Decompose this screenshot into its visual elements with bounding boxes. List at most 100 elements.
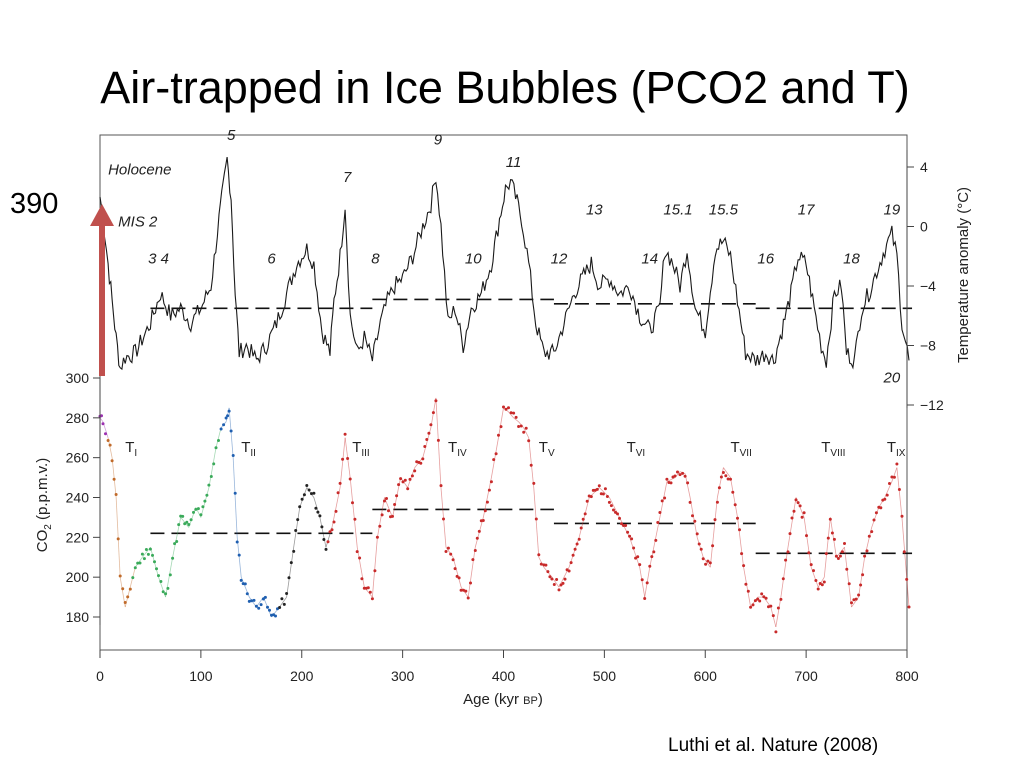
co2-point <box>494 452 498 456</box>
co2-point <box>164 592 168 596</box>
co2-point <box>159 580 163 583</box>
mis-label-17: 17 <box>798 202 815 219</box>
co2-point <box>233 491 237 495</box>
co2-point <box>466 596 470 600</box>
co2-point <box>836 557 840 560</box>
co2-point <box>504 407 508 411</box>
x-tick-label-800: 800 <box>895 668 919 684</box>
co2-point <box>607 500 611 504</box>
co2-point <box>704 562 708 566</box>
co2-point <box>524 426 528 430</box>
co2-point <box>784 558 788 562</box>
co2-point <box>557 588 561 592</box>
co2-point <box>453 567 457 571</box>
temp-tick-label-4: −12 <box>920 397 944 413</box>
co2-point <box>658 511 662 514</box>
co2-segment-94 <box>723 467 731 478</box>
co2-point <box>622 524 625 527</box>
co2-point <box>338 481 342 485</box>
termination-sub: IV <box>457 448 467 459</box>
co2-point <box>695 532 699 536</box>
co2-point <box>320 525 324 529</box>
co2-segment-30 <box>279 596 287 608</box>
termination-i: TI <box>125 439 137 459</box>
co2-segment-114 <box>858 557 866 598</box>
co2-point <box>231 454 235 457</box>
mis-label-8: 8 <box>371 251 380 268</box>
co2-point <box>360 577 364 581</box>
co2-point <box>838 554 842 558</box>
co2-point <box>235 540 239 544</box>
co2-point <box>616 512 619 516</box>
co2-point <box>399 477 403 481</box>
co2-segment-96 <box>737 517 744 568</box>
co2-point <box>561 581 565 585</box>
co2-segment-80 <box>629 537 641 568</box>
co2-segment-97 <box>743 567 752 608</box>
co2-point <box>341 457 345 461</box>
co2-axis-title-rest: (p.p.m.v.) <box>34 458 51 524</box>
co2-point <box>579 526 583 530</box>
co2-segment-121 <box>901 517 910 608</box>
co2-point <box>843 542 846 545</box>
co2-point <box>110 459 114 463</box>
co2-point <box>888 482 891 485</box>
x-axis-title-main: Age (kyr <box>463 691 523 708</box>
co2-point <box>243 582 247 586</box>
co2-point <box>294 529 298 532</box>
temp-axis-title: Temperature anomaly (°C) <box>955 187 972 363</box>
co2-point <box>161 590 165 594</box>
co2-point <box>205 493 209 497</box>
x-axis-title: Age (kyr BP) <box>463 691 543 708</box>
co2-390-label: 390 <box>10 188 59 220</box>
co2-axis-title: CO2 (p.p.m.v.) <box>34 458 54 552</box>
co2-point <box>429 423 433 427</box>
co2-point <box>544 563 548 567</box>
co2-point <box>678 473 682 477</box>
co2-point <box>194 507 198 511</box>
co2-point <box>318 514 322 518</box>
co2-point <box>366 586 370 590</box>
co2-point <box>628 534 632 538</box>
co2-point <box>731 490 735 494</box>
co2-segment-57 <box>460 586 469 598</box>
co2-point <box>383 499 386 503</box>
co2-point <box>522 430 526 434</box>
co2-point <box>814 579 818 582</box>
temperature-mean-lines <box>150 298 913 310</box>
x-tick-label-500: 500 <box>593 668 617 684</box>
co2-point <box>250 599 254 603</box>
co2-segment-58 <box>467 547 476 598</box>
co2-point <box>322 538 326 541</box>
co2-point <box>189 518 193 522</box>
co2-point <box>336 491 340 495</box>
co2-point <box>711 544 715 548</box>
annotations: 5 7 9 11 13 15.1 15.5 17 19 3 4 6 8 10 12 14 16 18 20 Holo… <box>108 127 906 459</box>
co2-point <box>764 596 768 600</box>
co2-segment-90 <box>696 537 704 558</box>
co2-point <box>736 516 739 520</box>
co2-point <box>626 530 630 534</box>
co2-point <box>822 580 826 584</box>
co2-point <box>905 577 909 581</box>
co2-point <box>771 614 775 618</box>
co2-segment-64 <box>508 411 514 419</box>
mis-label-14: 14 <box>641 251 658 268</box>
temp-tick-label-2: −4 <box>920 278 936 294</box>
co2-point <box>485 500 489 504</box>
co2-point <box>786 550 790 554</box>
temperature-line <box>99 157 910 371</box>
co2-segment-106 <box>803 517 812 568</box>
co2-segment-65 <box>513 417 519 423</box>
co2-point <box>462 588 465 592</box>
co2-point <box>673 474 677 478</box>
termination-iii: TIII <box>352 439 370 459</box>
co2-point <box>444 550 448 553</box>
co2-point <box>885 493 889 497</box>
co2-point <box>307 488 311 492</box>
co2-point <box>439 484 443 488</box>
co2-segment-84 <box>659 481 668 518</box>
co2-point <box>483 509 487 513</box>
co2-point <box>259 603 263 607</box>
co2-point <box>492 458 496 462</box>
